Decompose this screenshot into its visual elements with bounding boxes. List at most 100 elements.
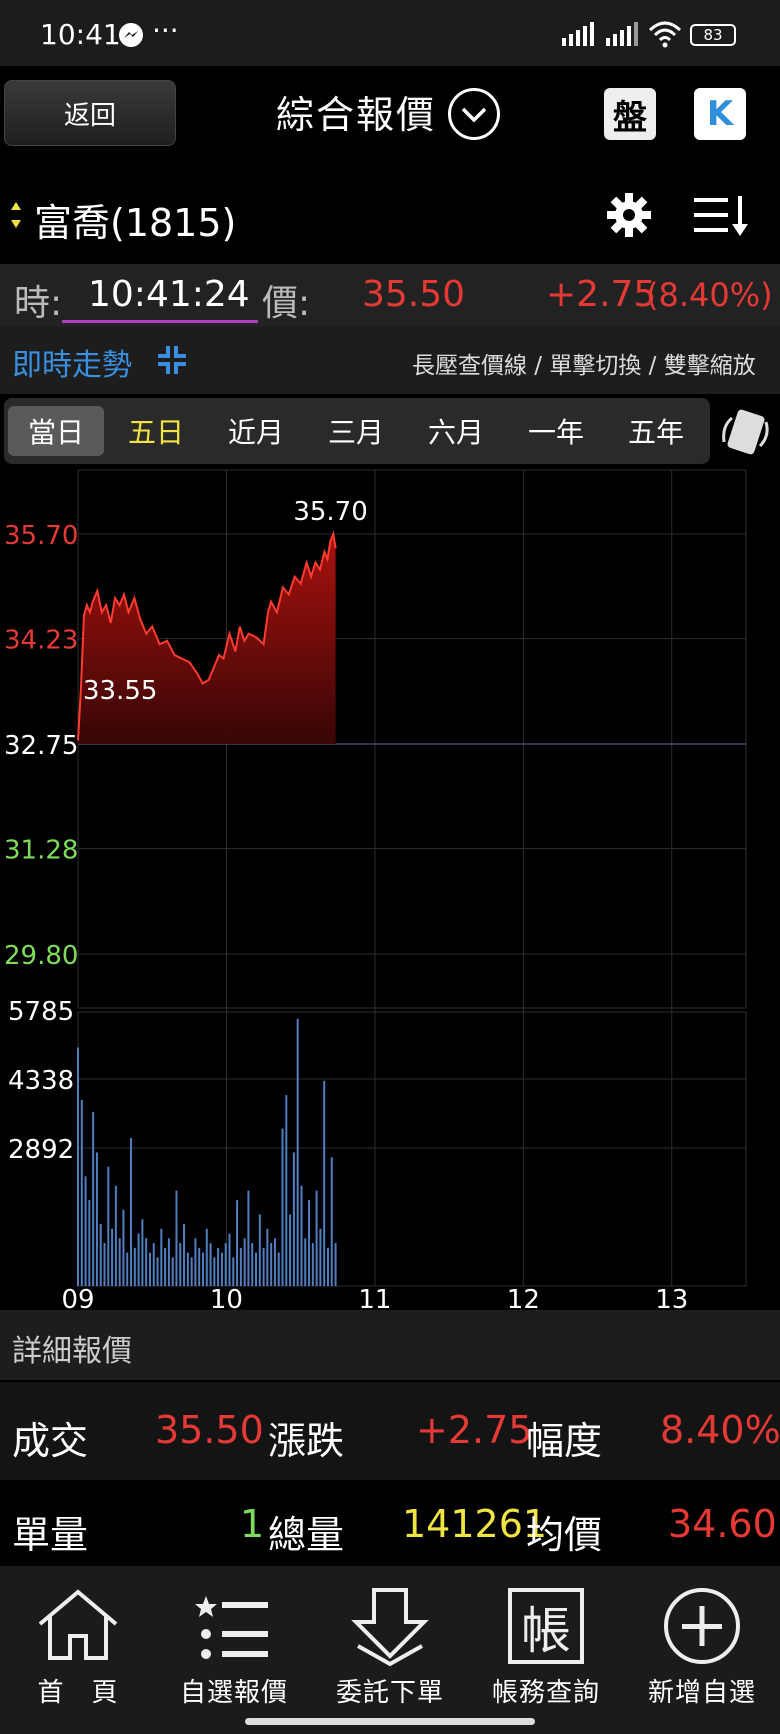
- volume-bar: [273, 1238, 276, 1286]
- total-volume-value: 141261: [402, 1502, 548, 1546]
- quote-change-pct: (8.40%): [646, 276, 773, 314]
- volume-bar: [213, 1257, 216, 1286]
- volume-bar: [330, 1157, 333, 1286]
- status-time: 10:41: [40, 18, 121, 51]
- volume-bar: [114, 1185, 117, 1286]
- tab-4[interactable]: 六月: [427, 416, 484, 449]
- time-underline: [62, 320, 258, 323]
- time-label: 時:: [14, 283, 63, 324]
- signal-icon-2: [606, 22, 638, 46]
- volume-bar: [130, 1138, 133, 1286]
- volume-bar: [315, 1190, 318, 1286]
- volume-bar: [239, 1247, 242, 1286]
- nav-add-label: 新增自選: [647, 1678, 756, 1708]
- messenger-icon: [119, 23, 143, 47]
- battery-icon: 83: [690, 24, 736, 46]
- volume-bar: [183, 1223, 186, 1286]
- sort-list-icon[interactable]: [692, 194, 750, 238]
- pan-button[interactable]: 盤: [604, 88, 656, 140]
- quote-bar: 時: 10:41:24 價: 35.50 +2.75 (8.40%): [0, 264, 780, 326]
- volume-bar: [228, 1233, 231, 1286]
- volume-bar: [243, 1238, 246, 1286]
- volume-bar: [296, 1018, 299, 1286]
- volume-bar: [198, 1247, 201, 1286]
- volume-bar: [270, 1243, 273, 1286]
- volume-bar: [255, 1252, 258, 1286]
- nav-add[interactable]: 新增自選: [624, 1586, 780, 1708]
- volume-bar: [323, 1080, 326, 1286]
- volume-bar: [175, 1190, 178, 1286]
- tab-2[interactable]: 近月: [227, 416, 284, 449]
- back-button[interactable]: 返回: [4, 80, 176, 146]
- gear-icon[interactable]: [606, 192, 652, 238]
- volume-bar: [95, 1152, 98, 1286]
- collapse-icon[interactable]: [156, 344, 188, 376]
- volume-bar: [262, 1247, 265, 1286]
- volume-bar: [179, 1243, 182, 1286]
- stock-name: 富喬(1815): [34, 201, 237, 245]
- account-icon: 帳: [508, 1588, 584, 1664]
- rotate-screen-icon[interactable]: [716, 406, 774, 458]
- volume-bar: [217, 1247, 220, 1286]
- volume-pane-frame: [77, 1011, 747, 1287]
- nav-home[interactable]: 首 頁: [0, 1586, 156, 1708]
- volume-bar: [88, 1200, 91, 1286]
- volume-bar: [80, 1099, 83, 1286]
- volume-bar: [232, 1257, 235, 1286]
- price-tick-0: 35.70: [4, 521, 78, 551]
- quote-change: +2.75: [546, 274, 657, 315]
- volume-bar: [285, 1095, 288, 1286]
- up-down-arrow-icon: [11, 202, 21, 228]
- page-title[interactable]: 綜合報價: [276, 93, 437, 137]
- add-icon: [664, 1588, 740, 1664]
- k-chart-button[interactable]: K: [694, 88, 746, 140]
- status-bar: 10:41 ··· 83: [0, 0, 780, 66]
- x-tick-1: 10: [210, 1285, 243, 1310]
- tab-1[interactable]: 五日: [127, 416, 184, 449]
- volume-bar: [141, 1219, 144, 1286]
- volume-bar: [289, 1214, 292, 1286]
- tab-5[interactable]: 一年: [527, 416, 584, 449]
- volume-bar: [190, 1257, 193, 1286]
- quote-time: 10:41:24: [88, 274, 250, 315]
- intraday-chart[interactable]: 35.70 34.23 32.75 31.28 29.80 35.70 33.55 5785 4…: [0, 468, 780, 1315]
- volume-bar: [258, 1214, 261, 1286]
- x-tick-3: 12: [507, 1285, 540, 1310]
- wifi-icon: [648, 21, 682, 48]
- unit-volume-value: 1: [240, 1502, 265, 1546]
- volume-bar: [236, 1200, 239, 1286]
- tab-0[interactable]: 當日: [8, 406, 104, 456]
- volume-bar: [171, 1257, 174, 1286]
- home-indicator: [245, 1718, 535, 1725]
- nav-order-label: 委託下單: [335, 1678, 444, 1708]
- volume-bar: [92, 1111, 95, 1286]
- volume-tick-2: 2892: [8, 1135, 74, 1165]
- trend-bar: 即時走勢 長壓查價線 / 單擊切換 / 雙擊縮放: [0, 326, 780, 394]
- high-label: 35.70: [293, 497, 367, 527]
- trade-label: 成交: [12, 1419, 89, 1463]
- tab-6[interactable]: 五年: [627, 416, 684, 449]
- nav-account-label: 帳務查詢: [491, 1678, 600, 1708]
- bottom-nav: 首 頁 自選報價 委託下單 帳 帳務查詢 新增自選: [0, 1566, 780, 1734]
- volume-bar: [224, 1243, 227, 1286]
- tab-3[interactable]: 三月: [327, 416, 384, 449]
- volume-bar: [103, 1243, 106, 1286]
- pct-value: 8.40%: [660, 1408, 780, 1452]
- status-more: ···: [152, 14, 179, 47]
- nav-order[interactable]: 委託下單: [312, 1586, 468, 1708]
- price-label: 價:: [262, 283, 311, 324]
- volume-bar: [281, 1128, 284, 1286]
- title-dropdown-button[interactable]: [448, 88, 500, 140]
- volume-bar: [334, 1243, 337, 1286]
- price-tick-3: 31.28: [4, 836, 78, 866]
- x-tick-2: 11: [358, 1285, 391, 1310]
- pct-label: 幅度: [526, 1419, 603, 1463]
- quote-price: 35.50: [362, 274, 466, 315]
- volume-bar: [167, 1238, 170, 1286]
- trade-value: 35.50: [155, 1408, 264, 1452]
- unit-volume-label: 單量: [12, 1513, 89, 1557]
- nav-watchlist[interactable]: 自選報價: [156, 1586, 312, 1708]
- nav-account[interactable]: 帳 帳務查詢: [468, 1586, 624, 1708]
- trend-hint: 長壓查價線 / 單擊切換 / 雙擊縮放: [412, 353, 756, 379]
- price-tick-4: 29.80: [4, 941, 78, 971]
